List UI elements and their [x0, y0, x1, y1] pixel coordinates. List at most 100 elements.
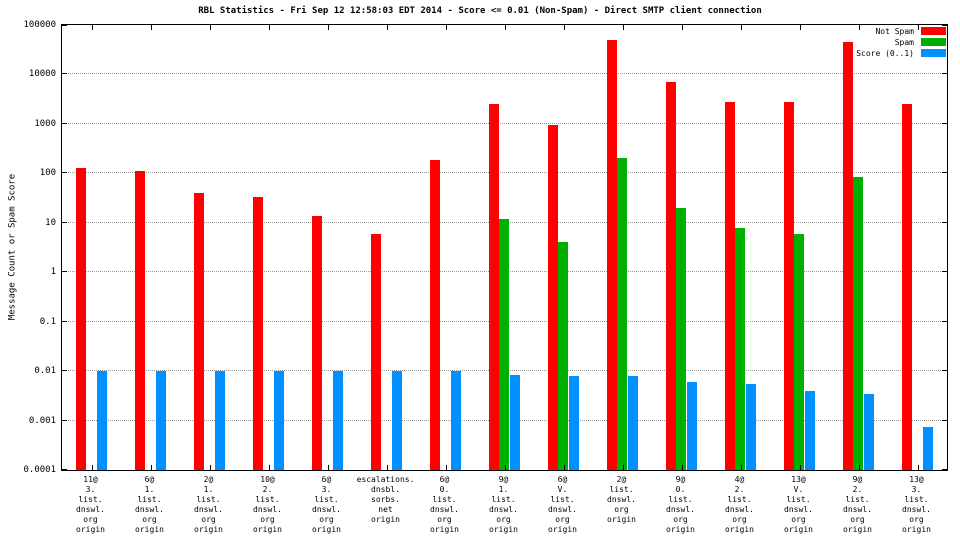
- y-tick-label-1: 1: [50, 267, 56, 278]
- y-tick-mark: [62, 172, 67, 174]
- y-tick-mark: [62, 25, 67, 26]
- x-tick-mark: [445, 465, 447, 470]
- y-tick-mark: [62, 370, 67, 372]
- bar-not-spam-14: [842, 42, 853, 470]
- x-category-label-2: 6@ 1. list. dnswl. org origin: [135, 475, 164, 534]
- x-category-label-13: 13@ V. list. dnswl. org origin: [784, 475, 813, 534]
- x-tick-mark: [858, 25, 860, 30]
- legend-item-spam: Spam: [856, 37, 946, 47]
- x-category-label-11: 9@ 0. list. dnswl. org origin: [666, 475, 695, 534]
- y-tick-mark: [62, 221, 67, 223]
- y-tick-mark: [942, 122, 947, 124]
- x-category-label-4: 10@ 2. list. dnswl. org origin: [253, 475, 282, 534]
- y-tick-mark: [942, 25, 947, 26]
- x-category-label-8: 9@ 1. list. dnswl. org origin: [489, 475, 518, 534]
- y-axis-tick-labels: 100000 10000 1000 100 10 1 0.1 0.01 0.001 0.0001: [0, 20, 56, 475]
- y-tick-mark: [62, 122, 67, 124]
- x-category-label-1: 11@ 3. list. dnswl. org origin: [76, 475, 105, 534]
- y-tick-label-100000: 100000: [23, 20, 56, 30]
- x-tick-mark: [799, 25, 801, 30]
- x-tick-mark: [327, 465, 329, 470]
- bar-score-0-1-3: [215, 371, 225, 470]
- legend-item-score: Score (0..1): [856, 48, 946, 58]
- y-tick-mark: [62, 73, 67, 75]
- x-category-label-12: 4@ 2. list. dnswl. org origin: [725, 475, 754, 534]
- y-tick-label-0.1: 0.1: [39, 316, 56, 327]
- bar-score-0-1-4: [274, 371, 284, 470]
- x-tick-mark: [740, 465, 742, 470]
- x-tick-mark: [681, 25, 683, 30]
- bar-not-spam-9: [547, 125, 558, 470]
- x-tick-mark: [327, 25, 329, 30]
- legend-item-not-spam: Not Spam: [856, 26, 946, 36]
- bar-spam-10: [617, 158, 627, 470]
- y-tick-mark: [942, 172, 947, 174]
- legend-label-score: Score (0..1): [856, 48, 914, 58]
- y-tick-label-0.001: 0.001: [28, 415, 56, 426]
- y-tick-label-1000: 1000: [34, 118, 56, 129]
- bar-spam-11: [676, 207, 686, 470]
- x-tick-mark: [91, 25, 93, 30]
- bar-spam-12: [735, 227, 745, 470]
- x-tick-mark: [386, 465, 388, 470]
- bar-score-0-1-2: [156, 371, 166, 470]
- bar-score-0-1-8: [510, 374, 520, 470]
- y-tick-mark: [942, 221, 947, 223]
- bar-not-spam-1: [75, 167, 86, 470]
- x-tick-mark: [622, 465, 624, 470]
- bar-not-spam-15: [901, 104, 912, 470]
- x-axis-category-labels: 11@ 3. list. dnswl. org origin 6@ 1. list…: [61, 473, 948, 537]
- bar-score-0-1-13: [805, 390, 815, 470]
- x-tick-mark: [504, 25, 506, 30]
- bar-spam-13: [794, 233, 804, 470]
- x-category-label-5: 6@ 3. list. dnswl. org origin: [312, 475, 341, 534]
- bar-not-spam-11: [665, 82, 676, 470]
- x-tick-mark: [917, 465, 919, 470]
- x-tick-mark: [209, 25, 211, 30]
- x-category-label-10: 2@ list. dnswl. org origin: [607, 475, 636, 524]
- y-tick-mark: [942, 73, 947, 75]
- legend-label-not-spam: Not Spam: [875, 26, 914, 36]
- bar-not-spam-8: [488, 104, 499, 470]
- legend: Not Spam Spam Score (0..1): [856, 26, 946, 59]
- bar-score-0-1-5: [333, 371, 343, 470]
- y-tick-label-0.01: 0.01: [34, 366, 56, 377]
- x-tick-mark: [917, 25, 919, 30]
- x-tick-mark: [681, 465, 683, 470]
- y-tick-mark: [942, 419, 947, 421]
- x-tick-mark: [91, 465, 93, 470]
- y-tick-label-10: 10: [45, 217, 56, 228]
- plot-area: [61, 24, 948, 471]
- bar-score-0-1-12: [746, 383, 756, 470]
- legend-swatch-spam: [921, 38, 946, 46]
- x-category-label-3: 2@ 1. list. dnswl. org origin: [194, 475, 223, 534]
- legend-swatch-not-spam: [921, 27, 946, 35]
- y-tick-mark: [62, 271, 67, 273]
- bar-not-spam-7: [429, 159, 440, 470]
- bar-not-spam-3: [193, 193, 204, 470]
- bar-not-spam-6: [370, 233, 381, 470]
- x-tick-mark: [386, 25, 388, 30]
- y-tick-mark: [62, 320, 67, 322]
- bar-spam-9: [558, 242, 568, 470]
- x-category-label-6: escalations. dnsbl. sorbs. net origin: [356, 475, 415, 524]
- bar-score-0-1-7: [451, 371, 461, 470]
- bar-not-spam-13: [783, 101, 794, 470]
- bar-not-spam-10: [606, 39, 617, 470]
- y-tick-mark: [942, 469, 947, 470]
- x-tick-mark: [858, 465, 860, 470]
- x-tick-mark: [563, 25, 565, 30]
- x-tick-mark: [268, 465, 270, 470]
- bar-score-0-1-15: [923, 426, 933, 470]
- x-tick-mark: [740, 25, 742, 30]
- y-tick-label-10000: 10000: [28, 69, 56, 80]
- y-tick-mark: [62, 469, 67, 470]
- x-tick-mark: [150, 465, 152, 470]
- bar-score-0-1-6: [392, 371, 402, 470]
- x-category-label-9: 6@ V. list. dnswl. org origin: [548, 475, 577, 534]
- x-tick-mark: [799, 465, 801, 470]
- x-tick-mark: [563, 465, 565, 470]
- bar-score-0-1-11: [687, 382, 697, 470]
- legend-label-spam: Spam: [894, 37, 914, 47]
- bar-not-spam-12: [724, 101, 735, 470]
